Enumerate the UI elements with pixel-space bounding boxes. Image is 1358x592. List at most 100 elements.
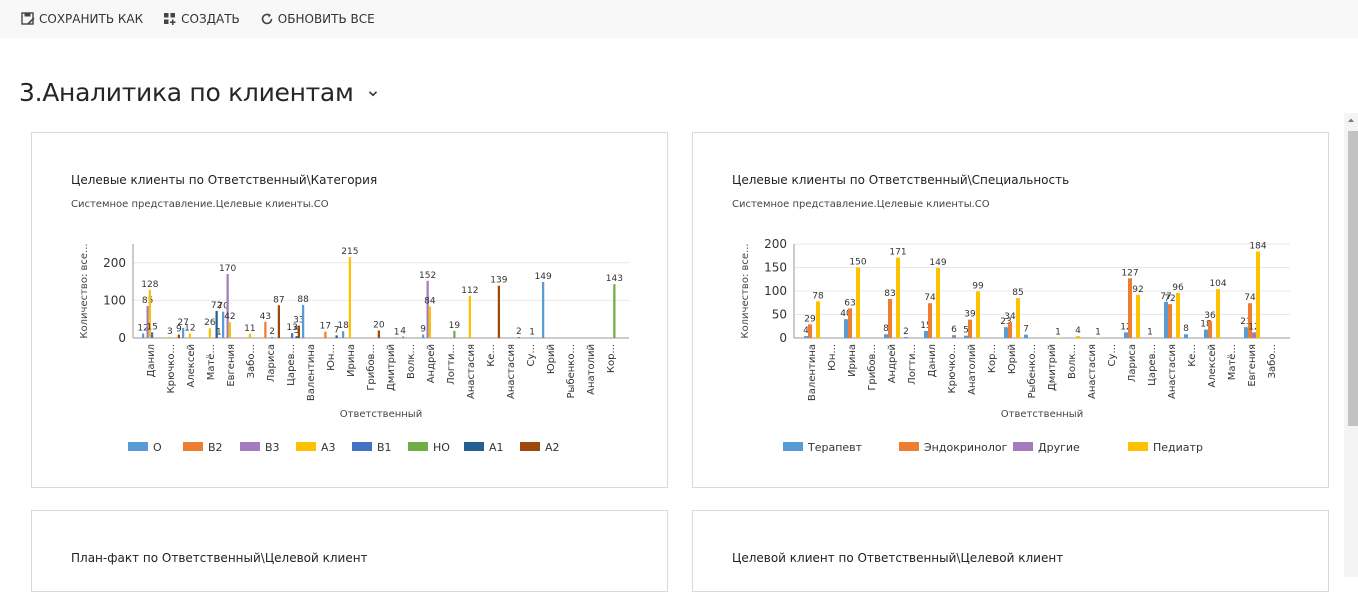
save-as-button[interactable]: СОХРАНИТЬ КАК <box>0 0 153 38</box>
bar[interactable] <box>518 337 520 338</box>
legend-swatch[interactable] <box>128 442 148 451</box>
bar[interactable] <box>1008 322 1012 338</box>
bar[interactable] <box>429 306 431 338</box>
bar[interactable] <box>952 335 956 338</box>
bar[interactable] <box>964 336 968 338</box>
bar[interactable] <box>249 334 251 338</box>
legend-item[interactable]: B3 <box>265 441 280 454</box>
bar[interactable] <box>884 334 888 338</box>
bar[interactable] <box>1252 332 1256 338</box>
bar[interactable] <box>613 284 615 338</box>
chart-title: Целевой клиент по Ответственный\Целевой … <box>732 551 1063 565</box>
legend-swatch[interactable] <box>520 442 540 451</box>
bar[interactable] <box>298 326 300 338</box>
legend-item[interactable]: O <box>153 441 162 454</box>
bar[interactable] <box>936 268 940 338</box>
bar[interactable] <box>844 319 848 338</box>
bar[interactable] <box>1168 304 1172 338</box>
bar[interactable] <box>169 337 171 338</box>
bar[interactable] <box>227 274 229 338</box>
legend-swatch[interactable] <box>183 442 203 451</box>
bar[interactable] <box>808 324 812 338</box>
bar[interactable] <box>296 336 298 338</box>
legend-swatch[interactable] <box>899 442 919 451</box>
bar[interactable] <box>1016 298 1020 338</box>
bar[interactable] <box>896 258 900 338</box>
scrollbar-thumb[interactable] <box>1348 131 1358 426</box>
bar[interactable] <box>816 301 820 338</box>
bar[interactable] <box>498 286 500 338</box>
legend-item[interactable]: A2 <box>545 441 560 454</box>
bar[interactable] <box>209 328 211 338</box>
legend-item[interactable]: Педиатр <box>1153 441 1203 454</box>
bar[interactable] <box>1208 321 1212 338</box>
create-button[interactable]: СОЗДАТЬ <box>153 0 250 38</box>
bar[interactable] <box>178 335 180 338</box>
bar[interactable] <box>271 337 273 338</box>
bar[interactable] <box>278 305 280 338</box>
bar[interactable] <box>427 281 429 338</box>
bar[interactable] <box>976 291 980 338</box>
chevron-down-icon[interactable] <box>368 90 378 98</box>
bar[interactable] <box>968 320 972 338</box>
bar[interactable] <box>1216 289 1220 338</box>
bar[interactable] <box>342 331 344 338</box>
bar[interactable] <box>904 337 908 338</box>
bar[interactable] <box>848 308 852 338</box>
bar[interactable] <box>856 268 860 339</box>
legend-item[interactable]: Эндокринолог <box>924 441 1008 454</box>
data-label: 96 <box>1172 283 1184 293</box>
bar[interactable] <box>1184 334 1188 338</box>
bar[interactable] <box>229 322 231 338</box>
bar[interactable] <box>888 299 892 338</box>
legend-item[interactable]: A3 <box>321 441 336 454</box>
bar[interactable] <box>264 322 266 338</box>
bar[interactable] <box>804 336 808 338</box>
bar[interactable] <box>1176 293 1180 338</box>
bar[interactable] <box>1004 327 1008 338</box>
bar[interactable] <box>1164 302 1168 338</box>
bar[interactable] <box>542 282 544 338</box>
bar[interactable] <box>928 303 932 338</box>
bar[interactable] <box>142 333 144 338</box>
bar[interactable] <box>324 332 326 338</box>
legend-item[interactable]: B2 <box>208 441 223 454</box>
bar[interactable] <box>336 335 338 338</box>
legend-item[interactable]: Терапевт <box>807 441 863 454</box>
bar[interactable] <box>378 330 380 338</box>
bar[interactable] <box>422 335 424 338</box>
bar[interactable] <box>349 257 351 338</box>
bar[interactable] <box>453 331 455 338</box>
legend-item[interactable]: Другие <box>1038 441 1080 454</box>
bar[interactable] <box>1076 336 1080 338</box>
save-as-label: СОХРАНИТЬ КАК <box>39 12 143 26</box>
legend-swatch[interactable] <box>240 442 260 451</box>
bar[interactable] <box>189 333 191 338</box>
data-label: 184 <box>1249 242 1266 252</box>
legend-swatch[interactable] <box>296 442 316 451</box>
legend-swatch[interactable] <box>1013 442 1033 451</box>
legend-item[interactable]: A1 <box>489 441 504 454</box>
bar[interactable] <box>469 296 471 338</box>
scroll-up-icon[interactable] <box>1344 113 1358 127</box>
refresh-all-button[interactable]: ОБНОВИТЬ ВСЕ <box>250 0 385 38</box>
bar[interactable] <box>402 336 404 338</box>
legend-item[interactable]: HO <box>433 441 450 454</box>
legend-swatch[interactable] <box>464 442 484 451</box>
legend-item[interactable]: B1 <box>377 441 392 454</box>
bar[interactable] <box>1136 295 1140 338</box>
bar[interactable] <box>302 305 304 338</box>
bar[interactable] <box>1204 330 1208 338</box>
bar[interactable] <box>1256 252 1260 338</box>
bar[interactable] <box>924 331 928 338</box>
bar[interactable] <box>1024 335 1028 338</box>
legend-swatch[interactable] <box>783 442 803 451</box>
bar[interactable] <box>1248 303 1252 338</box>
legend-swatch[interactable] <box>1128 442 1148 451</box>
bar[interactable] <box>1124 332 1128 338</box>
bar[interactable] <box>151 332 153 338</box>
legend-swatch[interactable] <box>352 442 372 451</box>
legend-swatch[interactable] <box>408 442 428 451</box>
